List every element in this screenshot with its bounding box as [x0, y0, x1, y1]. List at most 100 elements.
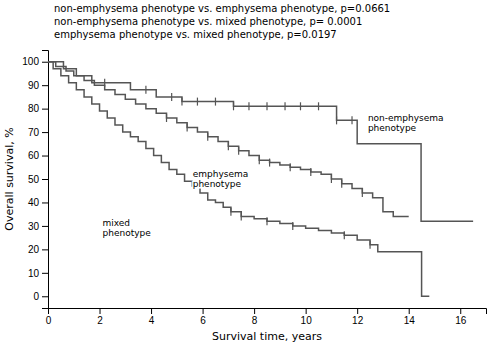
tick: 10: [28, 268, 48, 279]
tick: 20: [28, 244, 48, 255]
tick-label: 0: [46, 315, 52, 326]
tick: 12: [352, 308, 364, 326]
tick-label: 100: [22, 56, 39, 67]
censor-tick: [266, 102, 267, 110]
axis-line: [42, 51, 49, 309]
tick: 90: [28, 80, 48, 91]
censor-tick: [171, 93, 172, 101]
tick: 10: [301, 308, 313, 326]
tick: 60: [28, 150, 48, 161]
tick: 0: [33, 291, 48, 302]
tick-label: 50: [28, 174, 40, 185]
y-axis: 0 10 20 30 40 50 60 70 80 90 100: [22, 51, 48, 309]
survival-curve: [48, 62, 409, 217]
tick-label: 4: [149, 315, 155, 326]
tick-mark: [151, 308, 152, 314]
censor-tick: [259, 156, 260, 164]
censor-tick: [215, 98, 216, 106]
censor-tick: [238, 147, 239, 155]
censor-tick: [336, 116, 337, 124]
censor-tick: [233, 102, 234, 110]
tick: 4: [149, 308, 155, 326]
annotation: non-emphysema phenotype vs. emphysema ph…: [54, 3, 390, 14]
tick-label: 60: [28, 150, 40, 161]
x-axis: 0 2 4 6 8 10 12 14 16: [46, 308, 487, 326]
survival-curve: [48, 62, 429, 297]
censor-tick: [344, 231, 345, 239]
censor-tick: [300, 102, 301, 110]
censor-tick: [248, 102, 249, 110]
tick: 50: [28, 174, 48, 185]
tick-mark: [42, 62, 48, 63]
tick-mark: [42, 85, 48, 86]
tick: 16: [455, 308, 467, 326]
censor-tick: [351, 116, 352, 124]
plot-area: 0 2 4 6 8 10 12 14 16 0 10 20 30 40 50 60 70 80 90 100 non-e…: [22, 51, 486, 327]
tick: 14: [404, 308, 416, 326]
tick-mark: [42, 249, 48, 250]
tick-label: 80: [28, 103, 40, 114]
annotation: non-emphysema phenotype vs. mixed phenot…: [54, 16, 362, 27]
tick-label: 40: [28, 197, 40, 208]
censor-tick: [341, 180, 342, 188]
tick: 80: [28, 103, 48, 114]
tick-label: 0: [33, 291, 39, 302]
tick-label: 12: [352, 315, 364, 326]
tick-label: 16: [455, 315, 467, 326]
censor-tick: [207, 133, 208, 141]
survival-curve: [48, 62, 473, 221]
tick: 30: [28, 221, 48, 232]
tick-label: 10: [28, 268, 40, 279]
tick-label: 90: [28, 80, 40, 91]
tick: 100: [22, 56, 48, 67]
tick: 70: [28, 127, 48, 138]
tick-mark: [42, 202, 48, 203]
censor-tick: [331, 175, 332, 183]
x-axis-title: Survival time, years: [212, 330, 322, 343]
tick-mark: [203, 308, 204, 314]
censor-tick: [292, 222, 293, 230]
censor-tick: [266, 217, 267, 225]
tick-label: 8: [252, 315, 258, 326]
tick: 8: [252, 308, 258, 326]
censor-tick: [369, 241, 370, 249]
censor-tick: [197, 98, 198, 106]
tick-mark: [42, 132, 48, 133]
tick-label: 20: [28, 244, 40, 255]
curve-label: emphysemaphenotype: [193, 169, 249, 189]
tick-mark: [42, 296, 48, 297]
tick-mark: [409, 308, 410, 314]
censor-tick: [318, 102, 319, 110]
tick-mark: [42, 273, 48, 274]
censor-tick: [310, 168, 311, 176]
tick-label: 70: [28, 127, 40, 138]
tick-mark: [357, 308, 358, 314]
censor-tick: [228, 142, 229, 150]
tick-mark: [254, 308, 255, 314]
tick-mark: [42, 109, 48, 110]
tick-label: 10: [301, 315, 313, 326]
tick-label: 2: [97, 315, 103, 326]
y-axis-title: Overall survival, %: [3, 127, 16, 230]
tick-label: 30: [28, 221, 40, 232]
tick-mark: [460, 308, 461, 314]
tick: 2: [97, 308, 103, 326]
censor-tick: [362, 189, 363, 197]
censor-tick: [269, 159, 270, 167]
tick-mark: [42, 156, 48, 157]
tick-mark: [42, 179, 48, 180]
tick: 0: [46, 308, 52, 326]
tick-label: 14: [404, 315, 416, 326]
curve-labels: non-emphysemaphenotype emphysemaphenotype…: [103, 113, 444, 238]
censor-tick: [181, 98, 182, 106]
censor-tick: [145, 86, 146, 94]
tick: 6: [200, 308, 206, 326]
chart: 0 2 4 6 8 10 12 14 16 0 10 20 30 40 50 60 70 80 90 100 non-e…: [0, 0, 500, 346]
marks: [48, 62, 473, 297]
curve-label: non-emphysemaphenotype: [368, 113, 444, 133]
curve-label: mixedphenotype: [103, 218, 152, 238]
censor-tick: [284, 102, 285, 110]
annotation: emphysema phenotype vs. mixed phenotype,…: [54, 29, 337, 40]
censor-tick: [290, 163, 291, 171]
annotations: non-emphysema phenotype vs. emphysema ph…: [54, 3, 390, 40]
